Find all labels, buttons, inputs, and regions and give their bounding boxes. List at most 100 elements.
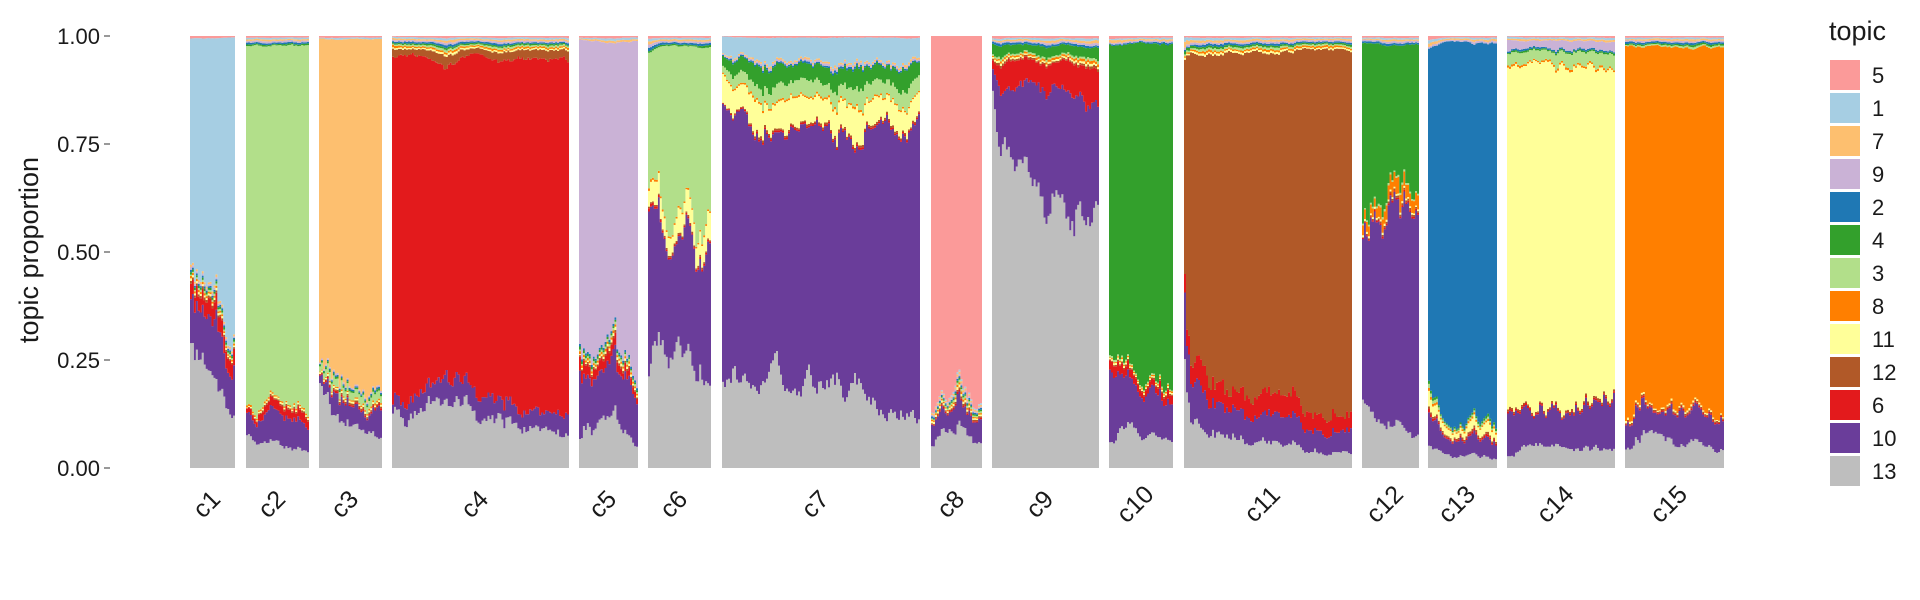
x-tick-label-c13: c13: [1433, 480, 1481, 528]
band-c11-topic-2: [1184, 41, 1352, 52]
legend-label-5: 5: [1872, 63, 1884, 88]
cluster-c14: [1507, 36, 1615, 468]
band-c12-topic-10: [1362, 191, 1419, 438]
band-c6-topic-3: [648, 44, 711, 247]
legend-title: topic: [1829, 16, 1886, 46]
band-c2-topic-13: [246, 434, 309, 468]
band-c1-topic-13: [190, 342, 235, 468]
band-c14-topic-1: [1507, 36, 1615, 41]
y-tick-label: 0.00: [57, 456, 100, 481]
band-c10-topic-5: [1109, 36, 1173, 40]
band-c6-topic-13: [648, 331, 711, 468]
legend-swatch-1: [1830, 93, 1860, 123]
legend-swatch-4: [1830, 225, 1860, 255]
x-tick-label-c9: c9: [1021, 485, 1059, 523]
band-c7-topic-2: [722, 54, 920, 76]
band-c7-topic-10: [722, 104, 920, 424]
band-c14-topic-3: [1507, 48, 1615, 71]
band-c12-topic-3: [1362, 169, 1419, 227]
x-tick-label-c1: c1: [188, 485, 226, 523]
band-c8-topic-2: [931, 376, 982, 419]
band-c15-topic-9: [1625, 39, 1724, 44]
legend-label-13: 13: [1872, 459, 1896, 484]
band-c14-topic-7: [1507, 38, 1615, 43]
cluster-c7: [722, 36, 920, 468]
x-tick-label-c4: c4: [456, 485, 495, 524]
band-c2-topic-11: [246, 392, 309, 422]
cluster-c1: [190, 36, 235, 468]
x-tick-label-c2: c2: [253, 485, 291, 523]
band-c14-topic-6: [1507, 391, 1615, 420]
band-c7-topic-11: [722, 73, 920, 149]
band-c8-topic-7: [931, 371, 982, 416]
legend-label-2: 2: [1872, 195, 1884, 220]
band-c11-topic-3: [1184, 43, 1352, 57]
cluster-c4: [392, 36, 569, 468]
band-c7-topic-8: [722, 72, 920, 116]
band-c12-topic-6: [1362, 189, 1419, 241]
band-c10-topic-12: [1109, 358, 1173, 399]
legend-swatch-8: [1830, 291, 1860, 321]
band-c3-topic-11: [319, 370, 382, 418]
band-c8-topic-3: [931, 379, 982, 421]
cluster-c11: [1184, 36, 1352, 468]
band-c2-topic-3: [246, 44, 309, 419]
band-c3-topic-1: [319, 37, 382, 40]
legend-swatch-3: [1830, 258, 1860, 288]
band-c14-topic-13: [1507, 443, 1615, 468]
band-c9-topic-9: [992, 40, 1099, 47]
band-c8-topic-11: [931, 384, 982, 424]
legend-swatch-11: [1830, 324, 1860, 354]
band-c5-topic-5: [579, 36, 638, 39]
legend-label-12: 12: [1872, 360, 1896, 385]
band-c15-topic-12: [1625, 393, 1724, 426]
band-c10-topic-10: [1109, 369, 1173, 444]
y-axis: 0.00 0.25 0.50 0.75 1.00: [57, 24, 110, 481]
y-tick-label: 0.25: [57, 348, 100, 373]
band-c13-topic-5: [1428, 36, 1497, 41]
band-c13-topic-2: [1428, 40, 1497, 431]
band-c8-topic-9: [931, 374, 982, 418]
band-c15-topic-7: [1625, 38, 1724, 42]
x-tick-label-c6: c6: [655, 485, 693, 523]
band-c7-topic-6: [722, 103, 920, 153]
band-c4-topic-12: [392, 47, 569, 70]
band-c7-topic-9: [722, 53, 920, 74]
band-c9-topic-11: [992, 53, 1099, 70]
band-c6-topic-6: [648, 194, 711, 272]
band-c3-topic-10: [319, 374, 382, 439]
band-c9-topic-5: [992, 36, 1099, 40]
band-c5-topic-9: [579, 39, 638, 389]
band-c6-topic-7: [648, 38, 711, 45]
band-c11-topic-6: [1184, 274, 1352, 439]
band-c6-topic-9: [648, 40, 711, 48]
band-c11-topic-4: [1184, 42, 1352, 55]
cluster-c3: [319, 36, 382, 468]
legend-swatch-9: [1830, 159, 1860, 189]
band-c11-topic-10: [1184, 292, 1352, 456]
band-c12-topic-12: [1362, 187, 1419, 240]
band-c1-topic-1: [190, 37, 235, 352]
band-c14-topic-10: [1507, 392, 1615, 457]
band-c4-topic-9: [392, 39, 569, 46]
band-c11-topic-13: [1184, 359, 1352, 468]
band-c15-topic-10: [1625, 397, 1724, 453]
band-c3-topic-7: [319, 38, 382, 403]
band-c12-topic-13: [1362, 399, 1419, 468]
band-c12-topic-9: [1362, 39, 1419, 44]
x-tick-label-c12: c12: [1361, 480, 1409, 528]
legend-swatch-5: [1830, 60, 1860, 90]
band-c15-topic-1: [1625, 37, 1724, 40]
band-c5-topic-10: [579, 344, 638, 447]
y-tick-label: 0.50: [57, 240, 100, 265]
band-c11-topic-1: [1184, 37, 1352, 42]
band-c6-topic-12: [648, 193, 711, 270]
band-c2-topic-9: [246, 39, 309, 44]
band-c10-topic-1: [1109, 37, 1173, 41]
band-c9-topic-10: [992, 69, 1099, 237]
band-c8-topic-13: [931, 420, 982, 468]
band-c9-topic-3: [992, 49, 1099, 65]
band-c7-topic-5: [722, 36, 920, 39]
band-c3-topic-5: [319, 36, 382, 39]
